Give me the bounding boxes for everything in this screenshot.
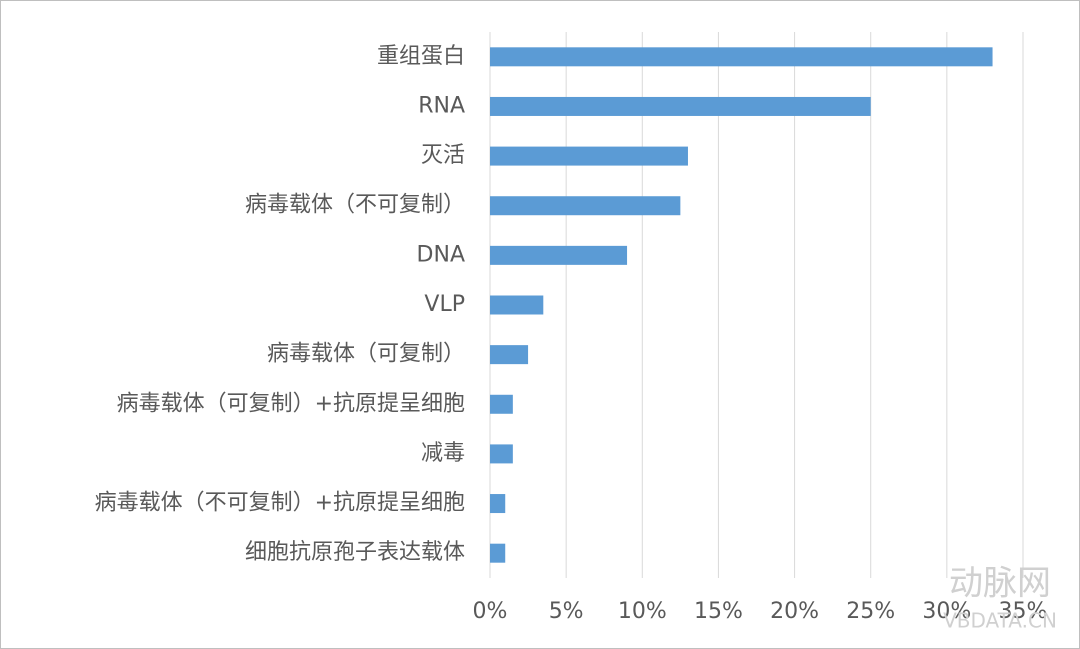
y-tick-label: 病毒载体（可复制）+抗原提呈细胞 — [117, 391, 465, 416]
watermark-site: VBDATA.CN — [943, 609, 1057, 633]
bar — [490, 146, 688, 166]
bar — [490, 345, 529, 365]
y-tick-label: DNA — [417, 242, 465, 267]
x-tick-label: 0% — [473, 599, 508, 624]
bar — [490, 245, 628, 265]
x-tick-label: 10% — [618, 599, 667, 624]
y-tick-label: 病毒载体（可复制） — [267, 342, 465, 367]
bar — [490, 444, 513, 464]
bar — [490, 543, 506, 563]
bar — [490, 394, 513, 414]
bar — [490, 494, 506, 514]
y-tick-label: 减毒 — [421, 441, 465, 466]
y-tick-label: 灭活 — [421, 143, 465, 168]
y-tick-label: 病毒载体（不可复制）+抗原提呈细胞 — [95, 491, 465, 516]
y-tick-label: RNA — [418, 93, 465, 118]
x-tick-label: 20% — [770, 599, 819, 624]
x-tick-label: 15% — [694, 599, 743, 624]
x-tick-label: 25% — [846, 599, 895, 624]
y-tick-label: VLP — [424, 292, 465, 317]
y-tick-label: 重组蛋白 — [377, 44, 465, 69]
bar — [490, 295, 544, 315]
x-tick-label: 5% — [549, 599, 584, 624]
bar — [490, 196, 681, 216]
x-tick-label: 30% — [922, 599, 971, 624]
x-tick-label: 35% — [999, 599, 1048, 624]
watermark-logo: 动脉网 — [949, 564, 1051, 604]
bar — [490, 96, 871, 116]
bar — [490, 47, 993, 67]
y-tick-label: 细胞抗原孢子表达载体 — [245, 540, 465, 565]
y-tick-label: 病毒载体（不可复制） — [245, 193, 465, 218]
